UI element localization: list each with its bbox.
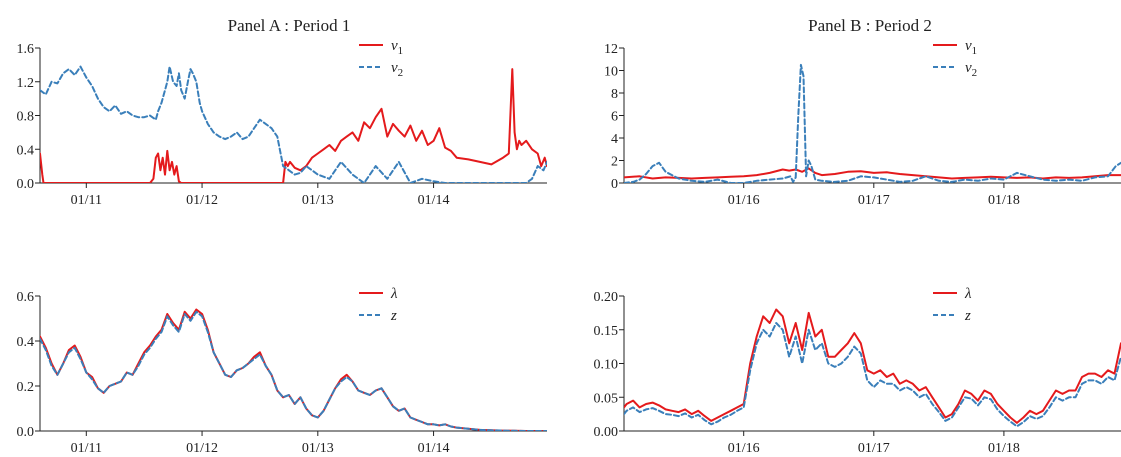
panel-c-series-line-1 (40, 308, 547, 431)
panel-b-x-tick-label: 01/17 (858, 193, 890, 208)
panel-b-y-tick-label: 0 (611, 177, 618, 192)
panel-b-y-tick-label: 4 (611, 132, 618, 147)
panel-a-x-tick-label: 01/14 (418, 193, 450, 208)
panel-b-title: Panel B : Period 2 (808, 16, 932, 35)
panel-c-y-tick-label: 0.0 (17, 425, 35, 440)
panel-c-series-line-2 (40, 310, 547, 431)
panel-d-y-tick-label: 0.20 (594, 290, 619, 305)
panel-a-title: Panel A : Period 1 (228, 16, 351, 35)
panel-c-y-tick-label: 0.2 (17, 380, 35, 395)
panel-d-series-line-1 (624, 308, 1121, 424)
panel-a-x-tick-label: 01/11 (71, 193, 102, 208)
panel-c-x-tick-label: 01/11 (71, 441, 102, 456)
panel-a-y-tick-label: 1.6 (17, 42, 35, 57)
panel-d-x-tick-label: 01/18 (988, 441, 1020, 456)
panel-d-legend-label: λ (964, 286, 972, 302)
panel-d-y-tick-label: 0.05 (594, 391, 619, 406)
panel-c-x-tick-label: 01/13 (302, 441, 334, 456)
panel-d-y-tick-label: 0.10 (594, 358, 619, 373)
panel-a-y-tick-label: 0.0 (17, 177, 35, 192)
panel-d-series-line-2 (624, 322, 1121, 428)
panel-b-y-tick-label: 8 (611, 87, 618, 102)
panel-c-legend-label: z (390, 308, 397, 324)
panel-a-y-tick-label: 0.4 (17, 143, 35, 158)
panel-b-x-tick-label: 01/18 (988, 193, 1020, 208)
panel-b-y-tick-label: 10 (604, 65, 618, 80)
panel-b-series-line-2 (624, 63, 1121, 183)
panel-a-series-line-1 (40, 68, 547, 183)
panel-d-x-tick-label: 01/16 (728, 441, 760, 456)
panel-d-y-tick-label: 0.15 (594, 324, 619, 339)
panel-c-y-tick-label: 0.4 (17, 335, 35, 350)
panel-a-y-tick-label: 1.2 (17, 76, 35, 91)
panel-a-legend-label: v2 (391, 60, 403, 79)
panel-c-x-tick-label: 01/14 (418, 441, 450, 456)
panel-a-series-line-2 (40, 65, 547, 183)
panel-b-legend-label: v1 (965, 38, 977, 57)
panel-a-x-tick-label: 01/13 (302, 193, 334, 208)
panel-c-x-tick-label: 01/12 (186, 441, 218, 456)
panel-b-x-tick-label: 01/16 (728, 193, 760, 208)
panel-b-y-tick-label: 6 (611, 110, 618, 125)
panel-a-y-tick-label: 0.8 (17, 110, 35, 125)
panel-b-y-tick-label: 2 (611, 155, 618, 170)
panel-d-x-tick-label: 01/17 (858, 441, 890, 456)
panel-d-y-tick-label: 0.00 (594, 425, 619, 440)
panel-a-x-tick-label: 01/12 (186, 193, 218, 208)
panel-c-legend-label: λ (390, 286, 398, 302)
panel-c-y-tick-label: 0.6 (17, 290, 35, 305)
panel-b-y-tick-label: 12 (604, 42, 618, 57)
panel-d-legend-label: z (964, 308, 971, 324)
panel-b-legend-label: v2 (965, 60, 977, 79)
panel-a-legend-label: v1 (391, 38, 403, 57)
